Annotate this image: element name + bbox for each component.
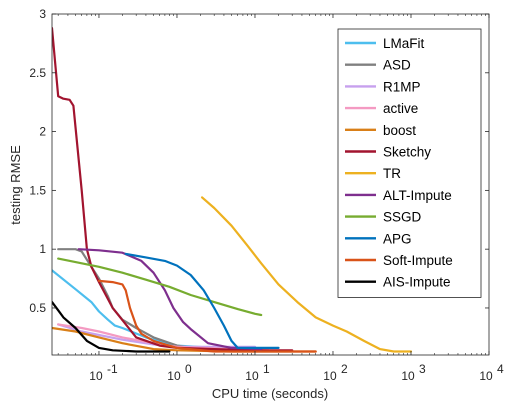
legend: LMaFit ASD R1MP active boost Sketchy TR ALT-Imp… (337, 28, 482, 298)
x-tick-exponent: 0 (185, 362, 192, 376)
x-tick-exponent: 2 (341, 362, 348, 376)
y-tick-label: 1 (39, 242, 46, 256)
plot-frame (51, 13, 490, 356)
y-tick-label: 1.5 (29, 183, 46, 197)
legend-label: R1MP (383, 79, 421, 94)
x-tick-label: 10 (245, 369, 259, 383)
x-tick-exponent: 3 (419, 362, 426, 376)
series-line-ais-impute (52, 301, 171, 353)
x-tick-exponent: -1 (107, 362, 118, 376)
x-tick-label: 10 (167, 369, 181, 383)
legend-label: APG (383, 231, 412, 246)
x-tick-exponent: 4 (497, 362, 504, 376)
x-axis-label: CPU time (seconds) (212, 386, 328, 401)
legend-label: SSGD (383, 210, 422, 225)
y-tick-label: 2.5 (29, 66, 46, 80)
legend-label: boost (383, 123, 416, 138)
y-tick-label: 2 (39, 125, 46, 139)
series-layer (52, 27, 413, 353)
y-tick-label: 3 (39, 7, 46, 21)
x-tick-label: 10 (479, 369, 493, 383)
legend-label: Sketchy (383, 145, 431, 160)
legend-label: Soft-Impute (383, 253, 453, 268)
x-tick-label: 10 (323, 369, 337, 383)
legend-box (337, 28, 482, 298)
axis-layer: 10 -1 10 0 10 1 10 2 10 3 10 4 0.5 1 1.5 2 2.5 3 (29, 7, 504, 383)
x-tick-exponent: 1 (263, 362, 270, 376)
legend-label: LMaFit (383, 36, 425, 51)
series-line-r1mp (57, 323, 257, 348)
legend-label: ALT-Impute (383, 188, 452, 203)
series-line-ssgd (57, 257, 263, 317)
y-axis-label: testing RMSE (8, 145, 23, 225)
legend-label: ASD (383, 58, 411, 73)
series-line-soft-impute (97, 279, 317, 353)
legend-label: active (383, 101, 418, 116)
x-tick-label: 10 (401, 369, 415, 383)
series-line-apg (124, 252, 280, 349)
series-line-tr (201, 196, 413, 353)
legend-label: TR (383, 166, 401, 181)
y-tick-label: 0.5 (29, 301, 46, 315)
series-line-alt-impute (77, 248, 263, 351)
x-tick-label: 10 (89, 369, 103, 383)
series-line-sketchy (52, 27, 294, 352)
legend-label: AIS-Impute (383, 275, 451, 290)
